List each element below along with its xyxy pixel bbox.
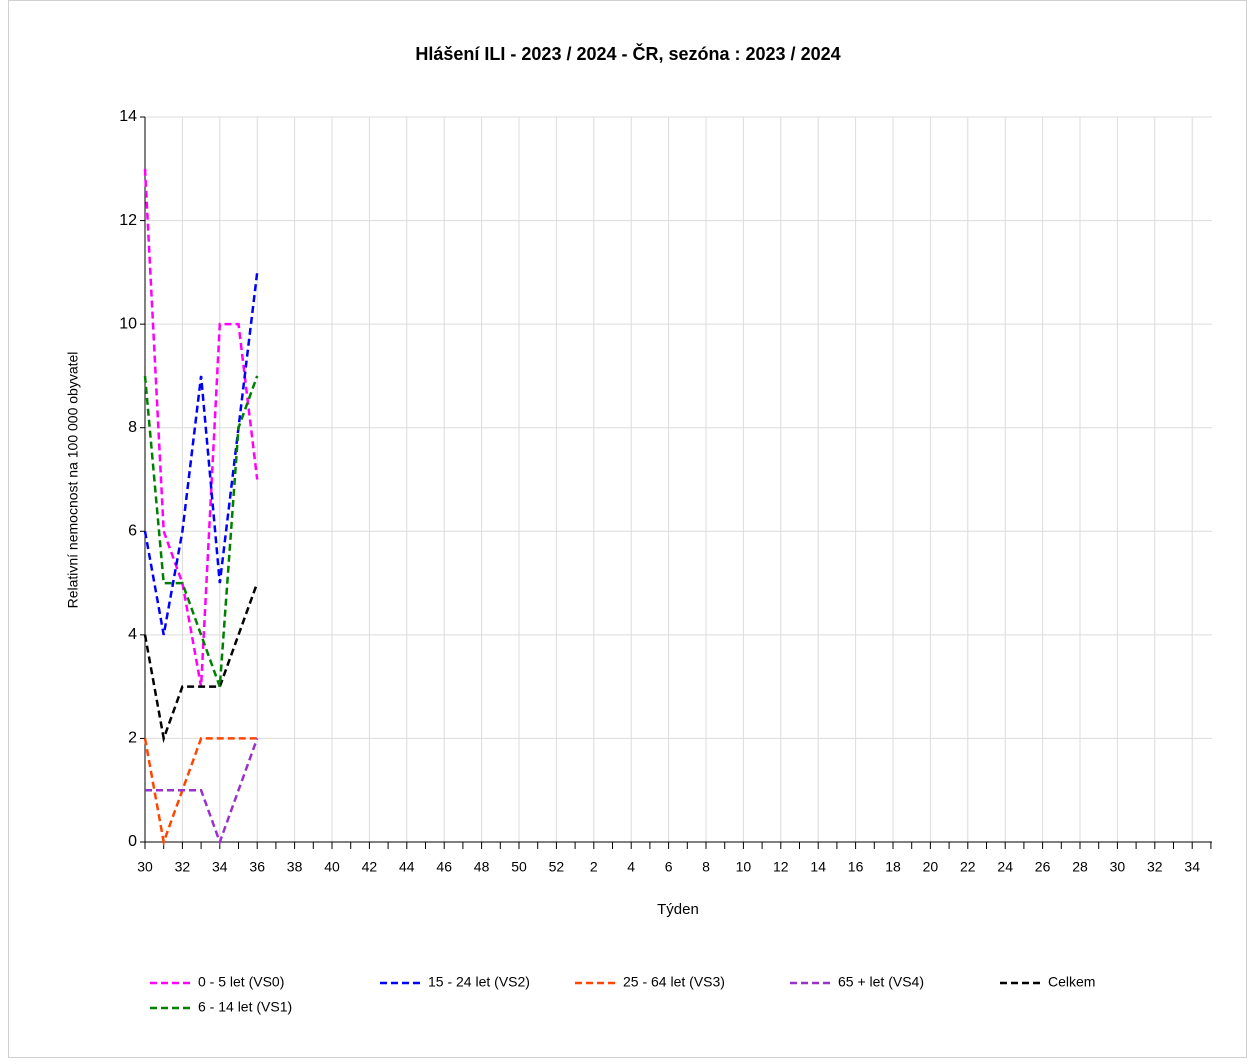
legend-label: 15 - 24 let (VS2): [428, 974, 530, 990]
x-tick-label: 50: [511, 859, 527, 875]
y-tick-label: 12: [119, 212, 137, 229]
x-tick-label: 8: [702, 859, 710, 875]
x-tick-label: 10: [736, 859, 752, 875]
y-tick-label: 6: [128, 523, 137, 540]
x-tick-label: 32: [1147, 859, 1163, 875]
legend-label: 0 - 5 let (VS0): [198, 974, 284, 990]
x-tick-label: 24: [997, 859, 1013, 875]
legend-label: 6 - 14 let (VS1): [198, 999, 292, 1015]
x-tick-label: 16: [848, 859, 864, 875]
y-tick-label: 10: [119, 315, 137, 332]
x-tick-label: 34: [212, 859, 228, 875]
legend-label: Celkem: [1048, 974, 1095, 990]
legend-label: 65 + let (VS4): [838, 974, 924, 990]
x-tick-label: 40: [324, 859, 340, 875]
series-line: [145, 738, 259, 846]
y-tick-label: 14: [119, 108, 137, 125]
y-tick-label: 8: [128, 419, 137, 436]
x-tick-label: 4: [627, 859, 635, 875]
series-line: [143, 582, 259, 744]
x-tick-label: 26: [1035, 859, 1051, 875]
x-tick-label: 38: [287, 859, 303, 875]
x-tick-label: 46: [436, 859, 452, 875]
x-tick-label: 32: [175, 859, 191, 875]
x-axis-label: Týden: [657, 901, 699, 918]
y-tick-label: 4: [128, 626, 137, 643]
frame: [8, 0, 1247, 1058]
x-tick-label: 36: [249, 859, 265, 875]
x-tick-label: 44: [399, 859, 415, 875]
x-tick-label: 20: [923, 859, 939, 875]
x-tick-label: 6: [665, 859, 673, 875]
x-tick-label: 30: [137, 859, 153, 875]
y-tick-label: 2: [128, 730, 137, 747]
series-line: [143, 737, 258, 847]
x-tick-label: 28: [1072, 859, 1088, 875]
x-tick-label: 12: [773, 859, 789, 875]
x-tick-label: 30: [1110, 859, 1126, 875]
series-line: [143, 375, 259, 688]
y-axis-label: Relativní nemocnost na 100 000 obyvatel: [65, 352, 81, 609]
x-tick-label: 52: [549, 859, 565, 875]
x-tick-label: 2: [590, 859, 598, 875]
y-tick-label: 0: [128, 833, 137, 850]
chart-title: Hlášení ILI - 2023 / 2024 - ČR, sezóna :…: [415, 43, 840, 64]
x-tick-label: 34: [1184, 859, 1200, 875]
x-tick-label: 42: [362, 859, 378, 875]
x-tick-label: 48: [474, 859, 490, 875]
legend-label: 25 - 64 let (VS3): [623, 974, 725, 990]
x-tick-label: 18: [885, 859, 901, 875]
x-tick-label: 22: [960, 859, 976, 875]
x-tick-label: 14: [810, 859, 826, 875]
